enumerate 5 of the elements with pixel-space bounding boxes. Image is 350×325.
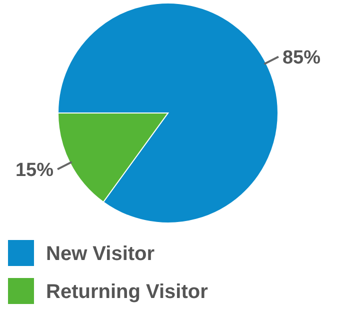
- legend-label: Returning Visitor: [46, 281, 208, 303]
- data-label: 85%: [282, 47, 321, 68]
- data-label: 15%: [15, 160, 54, 181]
- legend-label: New Visitor: [46, 243, 155, 265]
- pie-slice: [58, 2, 278, 224]
